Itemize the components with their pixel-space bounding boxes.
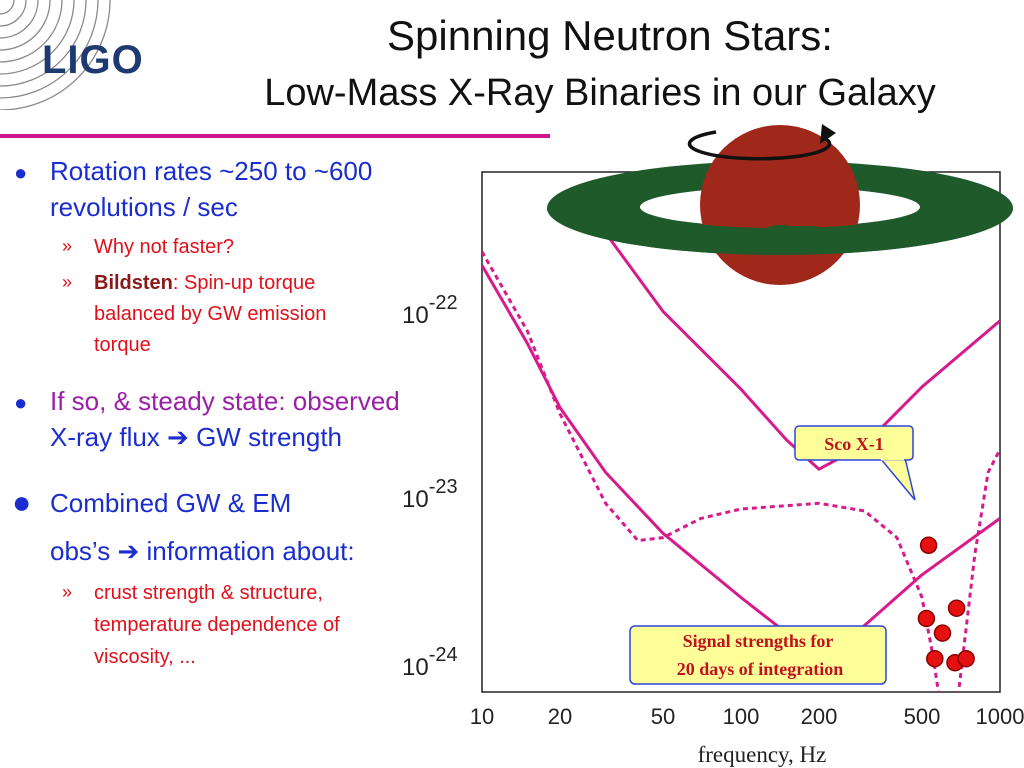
x-tick-label: 500: [904, 704, 941, 729]
sco-x1-callout: Sco X-1: [794, 425, 916, 501]
gw-strength-text: GW strength: [196, 422, 343, 452]
bullet-1-line-1: Rotation rates ~250 to ~600: [50, 156, 373, 186]
sub-bullet-marker: »: [62, 236, 73, 256]
x-tick-label: 200: [801, 704, 838, 729]
ligo-logo: LIGO: [0, 0, 170, 110]
x-tick-label: 20: [548, 704, 572, 729]
information-text: information about:: [146, 536, 355, 566]
bullet-1-line-2: revolutions / sec: [50, 192, 238, 222]
sub-bullet-crust-line-3: viscosity, ...: [94, 646, 196, 668]
bullet-3-line-1: Combined GW & EM: [50, 488, 292, 518]
accretion-stream: [760, 224, 818, 238]
sub-bullet-why-not-faster: Why not faster?: [94, 236, 235, 258]
y-tick-label: 10-24: [402, 644, 458, 681]
signal-strength-callout: Signal strengths for 20 days of integrat…: [629, 625, 887, 685]
sub-bullet-bildsten-line-1: Bildsten: Spin-up torque: [94, 268, 315, 298]
sub-bullet-crust-line-2: temperature dependence of: [94, 614, 340, 636]
sco-x1-point: [919, 536, 938, 555]
x-tick-label: 50: [651, 704, 675, 729]
sub-bullet-crust-line-1: crust strength & structure,: [94, 582, 323, 604]
lmxb-source-point: [957, 649, 975, 668]
logo-text: LIGO: [42, 38, 144, 82]
y-tick-label: 10-22: [402, 292, 458, 329]
obs-text: obs’s: [50, 536, 111, 566]
bullet-2-line-2: X-ray flux ➔ GW strength: [50, 420, 342, 454]
rotation-arrow-icon: [687, 130, 832, 161]
title-divider: [0, 134, 550, 138]
advanced-ligo-dashed-curve: [482, 250, 1000, 692]
x-axis-label: frequency, Hz: [698, 742, 827, 767]
page-subtitle: Low-Mass X-Ray Binaries in our Galaxy: [264, 72, 936, 114]
y-tick-exponent: -22: [429, 292, 458, 314]
bildsten-name: Bildsten: [94, 272, 173, 294]
lmxb-source-point: [926, 649, 944, 668]
right-arrow-icon: ➔: [117, 536, 140, 566]
x-tick-label: 100: [723, 704, 760, 729]
sub-bullet-marker: »: [62, 582, 73, 602]
y-tick-label: 10-23: [402, 476, 458, 513]
bullet-dot-icon: ●: [14, 390, 28, 415]
signal-label-line-2: 20 days of integration: [677, 659, 844, 679]
sco-x1-label: Sco X-1: [824, 434, 884, 454]
bildsten-text: : Spin-up torque: [172, 272, 316, 294]
sub-bullet-bildsten-line-3: torque: [94, 334, 151, 356]
x-tick-label: 1000: [976, 704, 1024, 729]
signal-label-line-1: Signal strengths for: [683, 631, 834, 651]
lmxb-source-point: [947, 599, 966, 617]
xray-flux-text: X-ray flux: [50, 422, 160, 452]
spinning-neutron-star-illustration: [547, 124, 1013, 285]
y-tick-exponent: -24: [429, 644, 458, 666]
right-arrow-icon: ➔: [167, 422, 189, 452]
rotation-arrowhead-icon: [820, 124, 836, 144]
page-title: Spinning Neutron Stars:: [387, 12, 833, 59]
lmxb-source-point: [933, 624, 952, 642]
bullet-3-line-2: obs’s ➔ information about:: [50, 534, 355, 568]
y-tick-exponent: -23: [429, 476, 458, 498]
bullet-dot-icon: ●: [14, 160, 28, 185]
lmxb-source-point: [917, 609, 936, 628]
sub-bullet-marker: »: [62, 272, 73, 292]
bullet-dot-icon: ●: [12, 484, 32, 520]
bullet-2-line-1: If so, & steady state: observed: [50, 386, 400, 416]
sub-bullet-bildsten-line-2: balanced by GW emission: [94, 303, 327, 325]
upper-sensitivity-curve: [579, 191, 1000, 471]
x-tick-label: 10: [470, 704, 494, 729]
neutron-star: [700, 125, 860, 285]
